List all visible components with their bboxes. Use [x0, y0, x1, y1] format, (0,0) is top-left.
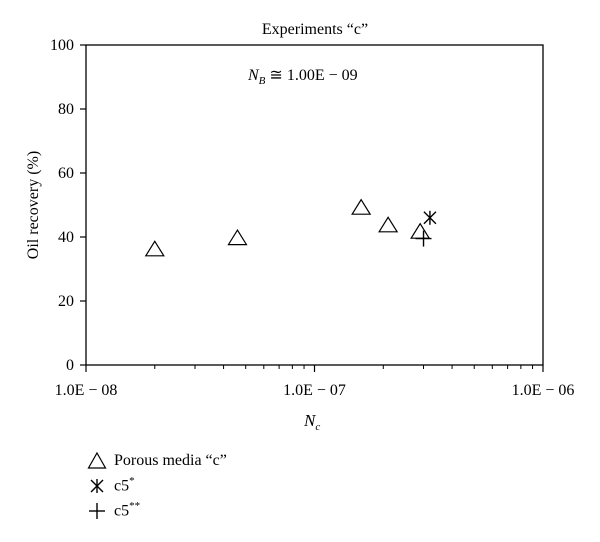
legend-label: c5*	[114, 475, 135, 495]
annotation-rest: ≅ 1.00E − 09	[265, 67, 357, 84]
plot-marks	[144, 198, 437, 257]
y-tick-label: 60	[58, 165, 74, 182]
legend-label: Porous media “c”	[114, 451, 227, 469]
legend-item-porous-media: Porous media “c”	[86, 448, 227, 473]
asterisk-marker	[423, 210, 437, 225]
annotation-var: N	[247, 67, 260, 84]
y-tick-label: 20	[58, 293, 74, 310]
x-axis: 1.0E − 08 1.0E − 07 1.0E − 06	[55, 365, 575, 399]
x-tick-label: 1.0E − 08	[55, 382, 118, 399]
triangle-marker	[351, 198, 372, 215]
triangle-marker-icon	[87, 451, 107, 469]
x-axis-label: Nc	[303, 411, 320, 433]
plus-marker	[415, 230, 432, 247]
y-axis: 0 20 40 60 80 100	[50, 37, 86, 374]
asterisk-stroke	[423, 211, 437, 225]
x-axis-label-var: N	[303, 411, 317, 430]
chart-title: Experiments “c”	[262, 21, 368, 38]
x-tick-label: 1.0E − 07	[283, 382, 346, 399]
triangle-marker	[410, 222, 431, 239]
legend: Porous media “c” c5* c5**	[86, 448, 227, 523]
chart-annotation: NB ≅ 1.00E − 09	[247, 67, 358, 87]
y-tick-label: 0	[66, 357, 74, 374]
annotation-sub: B	[259, 75, 266, 87]
triangle-marker	[144, 240, 165, 257]
plus-marker-icon	[89, 502, 105, 519]
triangle-marker	[378, 216, 399, 233]
x-tick-label: 1.0E − 06	[512, 382, 575, 399]
y-tick-label: 80	[58, 101, 74, 118]
y-axis-label: Oil recovery (%)	[25, 151, 42, 259]
y-tick-label: 100	[50, 37, 74, 54]
legend-item-c5-star: c5*	[86, 473, 227, 498]
legend-item-c5-double-star: c5**	[86, 498, 227, 523]
plot-frame	[85, 44, 544, 366]
legend-label: c5**	[114, 500, 141, 520]
y-tick-label: 40	[58, 229, 74, 246]
asterisk-marker-icon	[90, 478, 104, 493]
triangle-marker	[227, 228, 248, 246]
x-axis-label-sub: c	[315, 421, 320, 433]
